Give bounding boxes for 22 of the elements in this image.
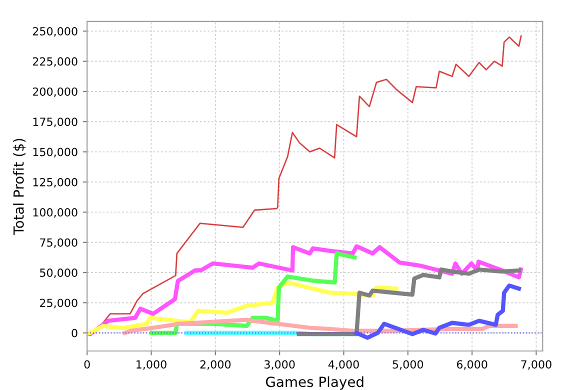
x-tick-label: 3,000 [264,360,295,370]
x-tick-label: 1,000 [136,360,166,370]
y-tick-label: 100,000 [33,208,78,218]
x-tick-label: 7,000 [521,360,552,370]
x-tick-label: 4,000 [328,360,359,370]
y-tick-label: 150,000 [33,148,78,158]
y-tick-label: 175,000 [33,118,78,128]
y-tick-label: 25,000 [40,298,78,308]
y-tick-label: 200,000 [32,87,78,97]
x-tick-label: 0 [84,360,90,369]
y-tick-label: 250,000 [32,27,78,37]
y-tick-label: 125,000 [33,178,78,188]
line-series [296,267,521,336]
y-axis-title: Total Profit ($) [13,138,26,235]
x-tick-label: 2,000 [200,360,231,370]
y-tick-label: 0 [72,328,78,338]
y-tick-label: 75,000 [40,238,78,248]
y-tick-label: 50,000 [40,268,78,278]
x-tick-label: 6,000 [456,360,488,370]
x-axis-title: Games Played [266,376,364,390]
x-tick-label: 5,000 [392,360,424,370]
y-tick-label: 225,000 [32,57,78,67]
